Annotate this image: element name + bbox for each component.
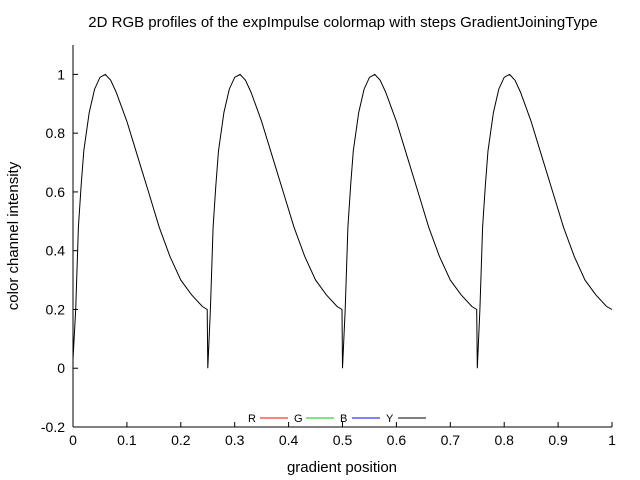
legend-label-Y: Y: [386, 413, 394, 425]
x-tick-label-1: 0.1: [117, 432, 137, 448]
x-tick-label-8: 0.8: [494, 432, 514, 448]
x-tick-label-0: 0: [69, 432, 77, 448]
x-tick-label-3: 0.3: [225, 432, 245, 448]
y-tick-label-0: -0.2: [41, 419, 65, 435]
x-ticks: 0 0.1 0.2 0.3 0.4 0.5 0.6 0.7 0.8 0.9 1: [69, 422, 616, 448]
legend-label-R: R: [248, 413, 256, 425]
y-tick-label-4: 0.6: [46, 184, 66, 200]
x-tick-label-7: 0.7: [441, 432, 461, 448]
chart-title: 2D RGB profiles of the expImpulse colorm…: [88, 14, 597, 31]
y-tick-label-2: 0.2: [46, 301, 66, 317]
x-tick-label-2: 0.2: [171, 432, 191, 448]
y-tick-label-3: 0.4: [46, 243, 66, 259]
x-tick-label-9: 0.9: [548, 432, 568, 448]
x-tick-label-6: 0.6: [387, 432, 407, 448]
x-tick-label-10: 1: [608, 432, 616, 448]
series-line-Y: [72, 73, 613, 369]
x-axis-label: gradient position: [287, 459, 397, 476]
legend-label-G: G: [294, 413, 303, 425]
x-tick-label-5: 0.5: [333, 432, 353, 448]
series-layer: [72, 73, 613, 369]
x-tick-label-4: 0.4: [279, 432, 299, 448]
y-tick-label-1: 0: [57, 360, 65, 376]
y-tick-label-6: 1: [57, 66, 65, 82]
legend-label-B: B: [340, 413, 347, 425]
y-ticks: -0.2 0 0.2 0.4 0.6 0.8 1: [41, 66, 78, 435]
y-axis-label: color channel intensity: [5, 161, 22, 310]
plot-frame: [72, 45, 612, 428]
y-tick-label-5: 0.8: [46, 125, 66, 141]
